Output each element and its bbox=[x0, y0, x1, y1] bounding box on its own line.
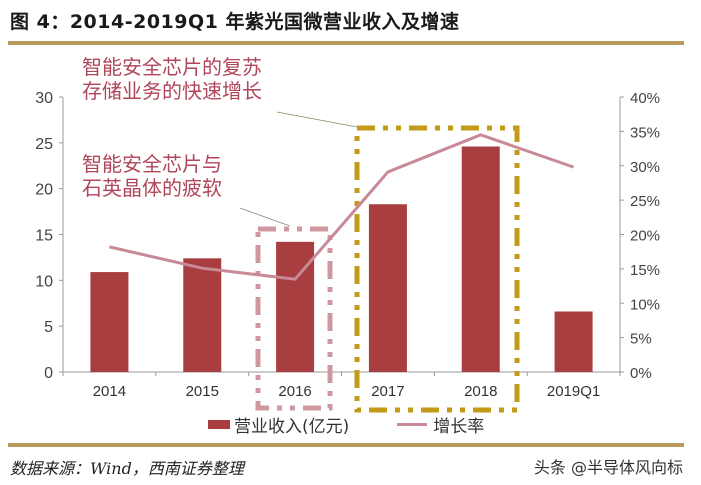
svg-text:20: 20 bbox=[35, 182, 53, 199]
legend-bar-swatch bbox=[208, 420, 230, 429]
bar-2019Q1 bbox=[554, 311, 593, 372]
svg-text:2019Q1: 2019Q1 bbox=[547, 383, 600, 400]
bottom-rule bbox=[8, 443, 684, 447]
svg-text:30: 30 bbox=[35, 90, 53, 107]
legend-line-label: 增长率 bbox=[433, 417, 485, 437]
bar-2016 bbox=[276, 241, 315, 372]
svg-text:2016: 2016 bbox=[278, 383, 311, 400]
figure-title: 图 4：2014-2019Q1 年紫光国微营业收入及增速 bbox=[10, 11, 460, 33]
svg-text:40%: 40% bbox=[630, 90, 660, 107]
svg-text:0: 0 bbox=[44, 365, 53, 382]
svg-text:15: 15 bbox=[35, 228, 53, 245]
legend-bar-label: 营业收入(亿元) bbox=[234, 417, 350, 437]
svg-text:30%: 30% bbox=[630, 159, 660, 176]
annotation-lower-line-1: 智能安全芯片与 bbox=[82, 152, 222, 176]
top-rule bbox=[8, 41, 684, 45]
svg-text:2014: 2014 bbox=[93, 383, 126, 400]
annotation-upper-line-1: 智能安全芯片的复苏 bbox=[82, 55, 262, 79]
left-y-axis: 0 5 10 15 20 25 30 bbox=[35, 90, 64, 382]
bar-2015 bbox=[183, 258, 222, 372]
svg-text:25: 25 bbox=[35, 136, 53, 153]
data-source: 数据来源：Wind，西南证券整理 bbox=[10, 459, 244, 478]
x-axis: 2014 2015 2016 2017 2018 2019Q1 bbox=[62, 371, 621, 400]
watermark: 头条 @半导体风向标 bbox=[533, 458, 683, 477]
svg-text:5%: 5% bbox=[630, 331, 652, 348]
annotation-leaders bbox=[239, 111, 358, 227]
svg-text:2015: 2015 bbox=[186, 383, 219, 400]
annotation-lower: 智能安全芯片与 石英晶体的疲软 bbox=[82, 152, 222, 200]
svg-text:5: 5 bbox=[44, 319, 53, 336]
chart-legend: 营业收入(亿元) 增长率 bbox=[208, 412, 484, 437]
svg-text:35%: 35% bbox=[630, 124, 660, 141]
svg-text:0%: 0% bbox=[630, 365, 652, 382]
legend-line-swatch bbox=[397, 423, 428, 426]
right-y-axis: 0% 5% 10% 15% 20% 25% 30% 35% 40% bbox=[619, 90, 660, 382]
svg-text:10: 10 bbox=[35, 273, 53, 290]
bar-2017 bbox=[368, 204, 407, 372]
svg-text:15%: 15% bbox=[630, 262, 660, 279]
svg-text:10%: 10% bbox=[630, 296, 660, 313]
growth-rate-line bbox=[109, 133, 575, 281]
highlight-box-2016 bbox=[255, 226, 333, 411]
svg-text:2018: 2018 bbox=[464, 383, 497, 400]
bar-2014 bbox=[90, 272, 129, 372]
annotation-upper-line-2: 存储业务的快速增长 bbox=[82, 79, 262, 103]
highlight-box-2017-2018 bbox=[354, 125, 520, 413]
growth-line bbox=[109, 133, 575, 281]
svg-text:25%: 25% bbox=[630, 193, 660, 210]
svg-text:2017: 2017 bbox=[371, 383, 404, 400]
annotation-lower-line-2: 石英晶体的疲软 bbox=[82, 176, 222, 200]
svg-text:20%: 20% bbox=[630, 228, 660, 245]
annotation-upper: 智能安全芯片的复苏 存储业务的快速增长 bbox=[82, 55, 262, 103]
bar-2018 bbox=[461, 146, 500, 372]
highlight-boxes bbox=[255, 125, 520, 413]
